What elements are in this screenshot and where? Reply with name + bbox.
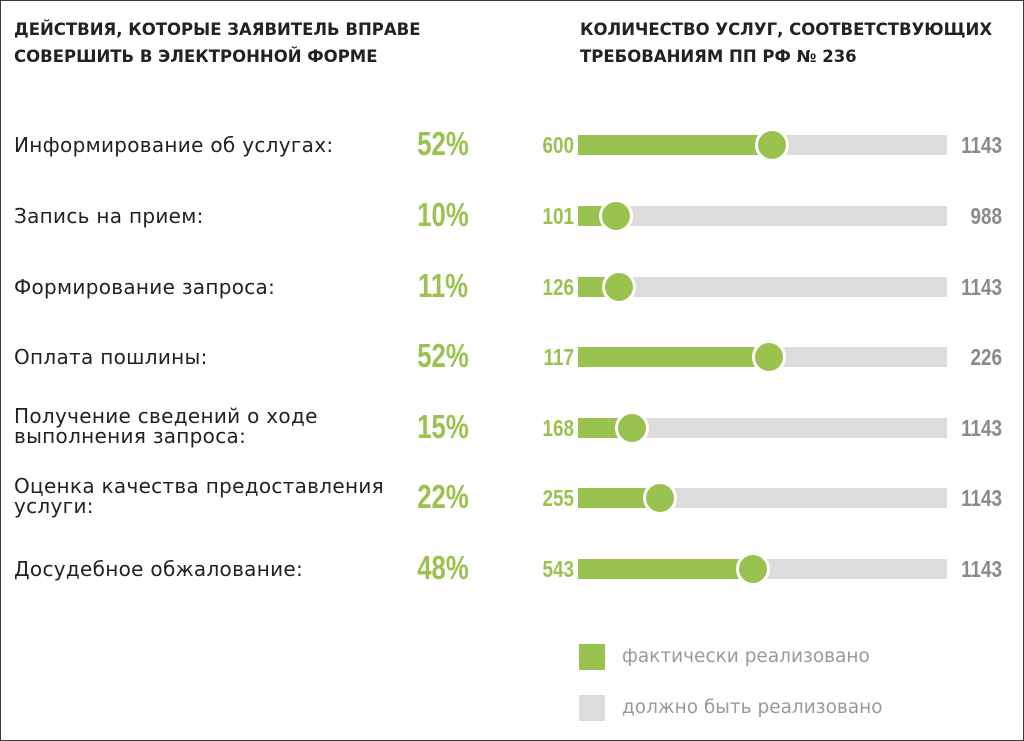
category-label: Получение сведений о ходе выполнения зап… bbox=[14, 404, 318, 448]
percent-label: 10% bbox=[417, 196, 469, 233]
actual-value-label: 168 bbox=[542, 415, 574, 441]
target-bar bbox=[578, 128, 947, 162]
actual-marker bbox=[599, 199, 633, 233]
chart-row: Формирование запроса: 11% 126 1143 bbox=[0, 257, 1024, 317]
actual-marker bbox=[602, 270, 636, 304]
chart-row: Запись на прием: 10% 101 988 bbox=[0, 186, 1024, 246]
target-bar bbox=[578, 340, 947, 374]
target-bar bbox=[578, 481, 947, 515]
actual-value-label: 117 bbox=[543, 344, 574, 370]
target-bar bbox=[578, 270, 947, 304]
target-bar bbox=[578, 552, 947, 586]
percent-label: 52% bbox=[417, 337, 469, 374]
chart-row: Получение сведений о ходе выполнения зап… bbox=[0, 398, 1024, 458]
category-label: Информирование об услугах: bbox=[14, 133, 334, 157]
right-column-title: КОЛИЧЕСТВО УСЛУГ, СООТВЕТСТВУЮЩИХ ТРЕБОВ… bbox=[580, 20, 993, 66]
chart-row: Оценка качества предоставления услуги: 22… bbox=[0, 468, 1024, 528]
legend-label-actual: фактически реализовано bbox=[622, 646, 870, 667]
target-value-label: 1143 bbox=[961, 485, 1002, 511]
percent-label: 48% bbox=[417, 549, 469, 586]
legend-swatch-actual bbox=[579, 644, 605, 670]
actual-value-label: 101 bbox=[542, 203, 574, 229]
actual-bar bbox=[578, 347, 769, 367]
actual-value-label: 126 bbox=[542, 274, 574, 300]
actual-marker bbox=[752, 340, 786, 374]
percent-label: 52% bbox=[417, 125, 469, 162]
legend-label-target: должно быть реализовано bbox=[622, 697, 883, 718]
actual-marker bbox=[755, 128, 789, 162]
target-value-label: 1143 bbox=[961, 274, 1002, 300]
target-value-label: 1143 bbox=[961, 132, 1002, 158]
target-value-label: 226 bbox=[970, 344, 1002, 370]
actual-value-label: 255 bbox=[542, 485, 574, 511]
target-value-label: 1143 bbox=[961, 556, 1002, 582]
actual-marker bbox=[736, 552, 770, 586]
chart-row: Информирование об услугах: 52% 600 1143 bbox=[0, 115, 1024, 175]
actual-bar bbox=[578, 135, 772, 155]
category-label: Оплата пошлины: bbox=[14, 345, 208, 369]
category-label: Запись на прием: bbox=[14, 204, 204, 228]
actual-marker bbox=[643, 481, 677, 515]
percent-label: 15% bbox=[417, 408, 469, 445]
percent-label: 22% bbox=[417, 478, 469, 515]
legend-swatch-target bbox=[579, 695, 605, 721]
percent-label: 11% bbox=[417, 267, 469, 304]
chart-row: Оплата пошлины: 52% 117 226 bbox=[0, 327, 1024, 387]
actual-value-label: 543 bbox=[542, 556, 574, 582]
actual-marker bbox=[615, 411, 649, 445]
category-label: Оценка качества предоставления услуги: bbox=[14, 474, 384, 518]
actual-bar bbox=[578, 488, 660, 508]
actual-bar bbox=[578, 559, 753, 579]
category-label: Досудебное обжалование: bbox=[14, 557, 304, 581]
target-value-label: 1143 bbox=[961, 415, 1002, 441]
target-bar bbox=[578, 199, 947, 233]
target-bar bbox=[578, 411, 947, 445]
actual-value-label: 600 bbox=[542, 132, 574, 158]
category-label: Формирование запроса: bbox=[14, 275, 276, 299]
left-column-title: ДЕЙСТВИЯ, КОТОРЫЕ ЗАЯВИТЕЛЬ ВПРАВЕ СОВЕР… bbox=[14, 20, 421, 66]
target-value-label: 988 bbox=[970, 203, 1002, 229]
chart-row: Досудебное обжалование: 48% 543 1143 bbox=[0, 539, 1024, 599]
